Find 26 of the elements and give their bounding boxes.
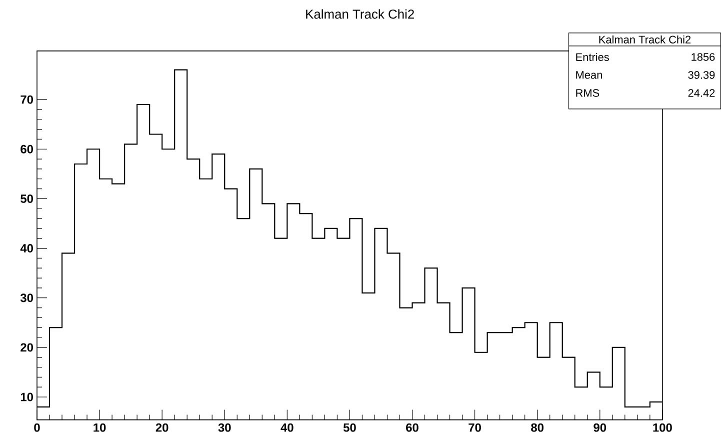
x-tick-label: 0 — [34, 423, 40, 432]
x-tick-label: 80 — [531, 423, 544, 432]
y-tick-label: 40 — [20, 244, 33, 253]
text: Kalman Track Chi2 — [599, 36, 691, 44]
x-tick-label: 70 — [468, 423, 481, 432]
text: 39.39 — [688, 71, 715, 79]
x-tick-label: 20 — [156, 423, 168, 432]
x-tick-label: 100 — [653, 423, 672, 432]
annotation: Entries — [576, 53, 609, 62]
y-tick-label: 70 — [20, 95, 33, 104]
annotation: RMS — [576, 89, 600, 97]
y-tick-label: 60 — [20, 144, 33, 154]
y-tick-label: 50 — [20, 194, 33, 204]
x-tick-label: 30 — [218, 423, 231, 432]
text: 24.42 — [688, 89, 715, 97]
chart-title: Kalman Track Chi2 — [306, 9, 414, 19]
y-tick-label: 30 — [20, 294, 33, 302]
x-tick-label: 90 — [594, 423, 606, 432]
text: 1856 — [692, 53, 715, 61]
annotation: Mean — [576, 71, 602, 79]
x-tick-label: 60 — [406, 423, 418, 432]
x-tick-label: 40 — [280, 423, 294, 432]
y-tick-label: 10 — [20, 392, 33, 402]
x-tick-label: 10 — [94, 423, 106, 432]
x-tick-label: 50 — [343, 423, 356, 432]
y-tick-label: 20 — [20, 343, 33, 352]
